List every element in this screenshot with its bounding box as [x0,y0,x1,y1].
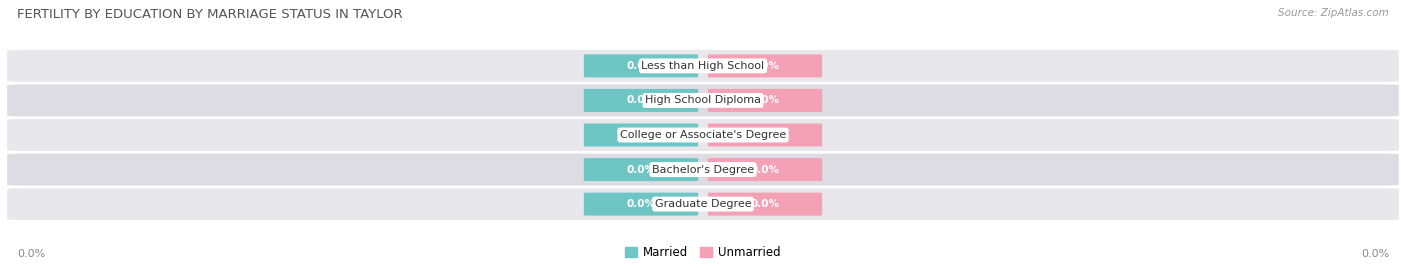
FancyBboxPatch shape [7,119,1399,151]
FancyBboxPatch shape [7,188,1399,220]
Text: 0.0%: 0.0% [751,199,779,209]
Text: College or Associate's Degree: College or Associate's Degree [620,130,786,140]
FancyBboxPatch shape [583,54,699,77]
FancyBboxPatch shape [583,89,699,112]
FancyBboxPatch shape [707,89,823,112]
Text: 0.0%: 0.0% [1361,249,1389,259]
FancyBboxPatch shape [583,193,699,216]
Text: High School Diploma: High School Diploma [645,95,761,106]
FancyBboxPatch shape [7,154,1399,185]
FancyBboxPatch shape [583,123,699,147]
Text: 0.0%: 0.0% [751,61,779,71]
FancyBboxPatch shape [707,158,823,181]
Text: 0.0%: 0.0% [627,130,655,140]
Legend: Married, Unmarried: Married, Unmarried [620,241,786,264]
FancyBboxPatch shape [583,158,699,181]
Text: 0.0%: 0.0% [751,164,779,175]
Text: Source: ZipAtlas.com: Source: ZipAtlas.com [1278,8,1389,18]
Text: 0.0%: 0.0% [627,199,655,209]
Text: 0.0%: 0.0% [751,95,779,106]
FancyBboxPatch shape [707,193,823,216]
Text: FERTILITY BY EDUCATION BY MARRIAGE STATUS IN TAYLOR: FERTILITY BY EDUCATION BY MARRIAGE STATU… [17,8,402,21]
FancyBboxPatch shape [7,85,1399,116]
Text: Bachelor's Degree: Bachelor's Degree [652,164,754,175]
FancyBboxPatch shape [707,54,823,77]
Text: 0.0%: 0.0% [627,164,655,175]
Text: Graduate Degree: Graduate Degree [655,199,751,209]
Text: 0.0%: 0.0% [627,95,655,106]
FancyBboxPatch shape [7,50,1399,82]
Text: 0.0%: 0.0% [17,249,45,259]
Text: 0.0%: 0.0% [627,61,655,71]
Text: 0.0%: 0.0% [751,130,779,140]
FancyBboxPatch shape [707,123,823,147]
Text: Less than High School: Less than High School [641,61,765,71]
